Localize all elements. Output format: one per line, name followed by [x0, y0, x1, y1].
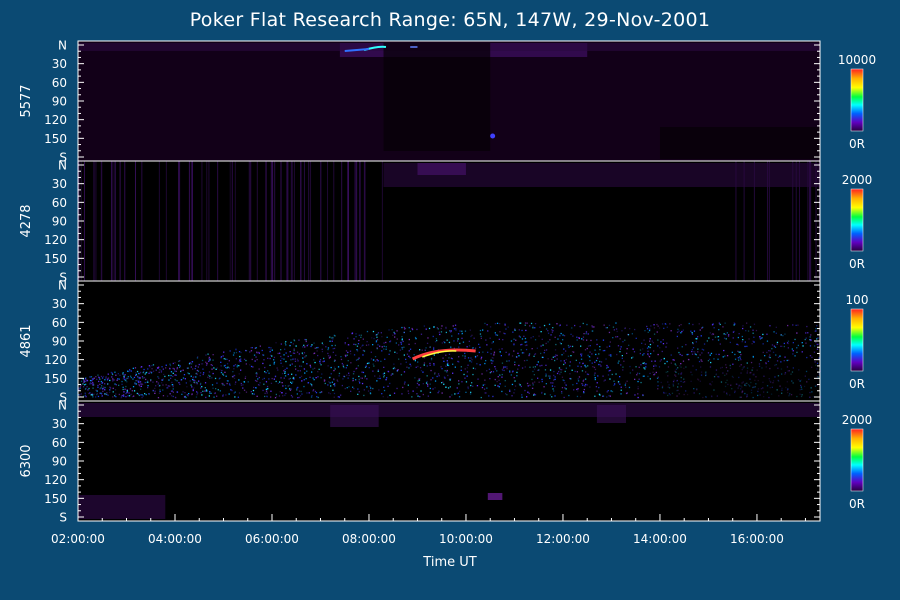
x-tick-label: 10:00:00	[439, 532, 493, 546]
y-tick-label: 60	[52, 316, 67, 330]
y-tick-label: 30	[52, 417, 67, 431]
y-tick-label: 150	[44, 252, 67, 266]
colorbar-min-label: 0R	[849, 497, 865, 511]
y-tick-label: 150	[44, 492, 67, 506]
y-tick-label: N	[58, 279, 67, 293]
x-tick-label: 14:00:00	[633, 532, 687, 546]
panel-4278-texture	[77, 161, 820, 281]
panel-6300-image	[78, 401, 820, 521]
x-tick-label: 06:00:00	[245, 532, 299, 546]
chart-title: Poker Flat Research Range: 65N, 147W, 29…	[189, 9, 711, 31]
panel-ylabel: 4861	[19, 324, 34, 357]
panel-ylabel: 6300	[19, 444, 34, 477]
y-tick-label: 120	[44, 113, 67, 127]
y-tick-label: 120	[44, 233, 67, 247]
colorbar-min-label: 0R	[849, 377, 865, 391]
x-tick-label: 08:00:00	[342, 532, 396, 546]
y-tick-label: 120	[44, 353, 67, 367]
y-tick-label: 120	[44, 473, 67, 487]
x-tick-label: 04:00:00	[148, 532, 202, 546]
colorbar-max-label: 100	[846, 293, 869, 307]
y-tick-label: 90	[52, 95, 67, 109]
y-tick-label: S	[59, 151, 67, 165]
colorbar-min-label: 0R	[849, 137, 865, 151]
panel-6300: N 30 60 90 120 150 S 6300 2000 0R	[19, 399, 872, 525]
y-tick-label: N	[58, 39, 67, 53]
y-tick-label: 90	[52, 335, 67, 349]
colorbar-min-label: 0R	[849, 257, 865, 271]
panel-5577: N 30 60 90 120 150 S 5577 10000 0R	[19, 39, 876, 165]
panel-ylabel: 4278	[19, 204, 34, 237]
y-tick-label: S	[59, 391, 67, 405]
y-tick-label: 60	[52, 436, 67, 450]
x-axis-label: Time UT	[423, 555, 477, 570]
panel-4861-texture	[78, 322, 822, 399]
y-tick-label: 60	[52, 196, 67, 210]
y-tick-label: N	[58, 159, 67, 173]
y-tick-label: 30	[52, 57, 67, 71]
x-tick-label: 12:00:00	[536, 532, 590, 546]
colorbar	[850, 68, 864, 132]
y-tick-label: 150	[44, 372, 67, 386]
colorbar	[850, 188, 864, 252]
colorbar	[850, 308, 864, 372]
colorbar	[850, 428, 864, 492]
panel-6300-texture	[78, 403, 820, 519]
panel-ylabel: 5577	[19, 84, 34, 117]
y-tick-label: 90	[52, 215, 67, 229]
y-tick-label: 150	[44, 132, 67, 146]
y-tick-label: 90	[52, 455, 67, 469]
y-tick-label: 60	[52, 76, 67, 90]
colorbar-max-label: 2000	[842, 413, 873, 427]
panel-4278: N 30 60 90 120 150 S 4278 2000 0R	[19, 159, 872, 285]
panel-5577-texture	[78, 41, 820, 161]
y-tick-label: 30	[52, 297, 67, 311]
panel-4861: N 30 60 90 120 150 S 4861 100 0R	[19, 279, 868, 405]
y-tick-label: S	[59, 511, 67, 525]
y-tick-label: 30	[52, 177, 67, 191]
colorbar-max-label: 2000	[842, 173, 873, 187]
x-tick-label: 16:00:00	[730, 532, 784, 546]
y-tick-label: S	[59, 271, 67, 285]
x-tick-label: 02:00:00	[51, 532, 105, 546]
y-tick-label: N	[58, 399, 67, 413]
colorbar-max-label: 10000	[838, 53, 876, 67]
